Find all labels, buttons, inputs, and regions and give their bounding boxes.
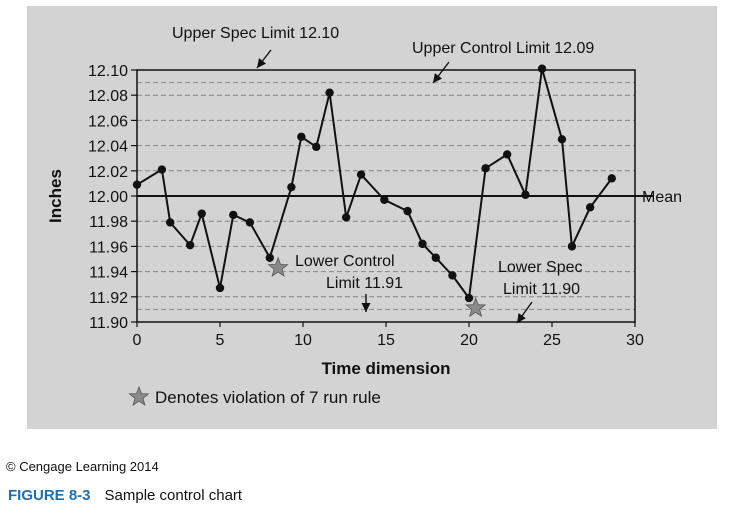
data-point — [356, 170, 366, 179]
control-chart: 12.10 12.08 12.06 12.04 12.02 12.00 11.98 11.96… — [46, 25, 682, 407]
data-point — [132, 180, 142, 189]
lower-control-arrow — [361, 294, 371, 312]
data-point — [521, 190, 530, 199]
x-tick-label: 5 — [216, 332, 225, 349]
lower-control-arrow-head — [361, 303, 371, 312]
x-tick-label: 10 — [294, 332, 312, 349]
data-point — [464, 293, 474, 303]
data-point — [585, 203, 595, 212]
data-point — [265, 253, 274, 262]
x-tick-label: 0 — [133, 332, 142, 349]
figure-title: Sample control chart — [104, 487, 243, 504]
upper-control-arrow — [432, 61, 450, 84]
x-tick-label: 15 — [377, 332, 395, 349]
legend-star-icon — [128, 385, 150, 407]
lower-spec-label-2: Limit 11.90 — [503, 281, 580, 298]
violation-star — [267, 256, 289, 277]
data-point — [537, 64, 547, 73]
data-point — [325, 88, 334, 97]
data-point — [403, 206, 412, 216]
y-tick-label: 11.90 — [89, 315, 128, 332]
upper-spec-label: Upper Spec Limit 12.10 — [172, 25, 339, 42]
y-axis-title: Inches — [46, 169, 65, 223]
upper-control-arrow-head — [433, 73, 443, 83]
data-point — [431, 253, 440, 262]
mean-label: Mean — [642, 189, 682, 206]
y-tick-label: 11.98 — [89, 214, 128, 231]
figure-caption: FIGURE 8-3 Sample control chart — [8, 487, 242, 504]
y-tick-label: 12.04 — [88, 139, 128, 156]
data-point — [418, 239, 427, 249]
data-point — [157, 165, 167, 174]
upper-spec-arrow-head — [257, 58, 267, 68]
data-point — [229, 210, 238, 220]
lower-spec-arrow-head — [517, 313, 526, 323]
data-point — [312, 142, 321, 152]
x-tick-label: 25 — [543, 332, 561, 349]
x-tick-label: 30 — [626, 332, 644, 349]
y-tick-label: 12.08 — [88, 88, 128, 105]
data-point — [557, 135, 567, 144]
y-tick-label: 12.02 — [88, 164, 128, 181]
data-point — [297, 132, 306, 141]
legend-label: Denotes violation of 7 run rule — [155, 388, 381, 407]
x-axis-title: Time dimension — [321, 359, 450, 378]
data-point — [341, 213, 351, 222]
y-tick-label: 11.92 — [89, 290, 128, 307]
x-tick-label: 20 — [460, 332, 478, 349]
data-point — [245, 218, 255, 227]
data-point — [607, 174, 616, 183]
y-tick-label: 11.94 — [89, 265, 128, 282]
chart-panel: 12.10 12.08 12.06 12.04 12.02 12.00 11.98 11.96… — [27, 6, 717, 429]
lower-spec-arrow — [516, 301, 533, 324]
violation-star — [465, 296, 487, 318]
copyright-notice: © Cengage Learning 2014 — [6, 459, 159, 474]
y-tick-label: 12.10 — [88, 63, 128, 80]
data-point — [502, 150, 512, 159]
data-point — [185, 240, 195, 250]
y-tick-label: 12.00 — [88, 189, 128, 206]
figure-label: FIGURE 8-3 — [8, 487, 91, 504]
upper-control-label: Upper Control Limit 12.09 — [412, 40, 594, 57]
lower-control-label-2: Limit 11.91 — [326, 275, 403, 292]
upper-spec-arrow — [256, 49, 272, 69]
data-point — [166, 218, 175, 227]
y-tick-label: 11.96 — [89, 239, 128, 256]
data-point — [215, 283, 225, 293]
data-point — [567, 242, 577, 251]
lower-control-label-1: Lower Control — [295, 253, 395, 270]
data-point — [197, 209, 206, 218]
data-point — [380, 195, 389, 204]
y-tick-label: 12.06 — [88, 113, 128, 130]
data-point — [448, 271, 457, 280]
data-point — [287, 182, 296, 192]
data-point — [481, 164, 490, 173]
lower-spec-label-1: Lower Spec — [498, 259, 583, 276]
